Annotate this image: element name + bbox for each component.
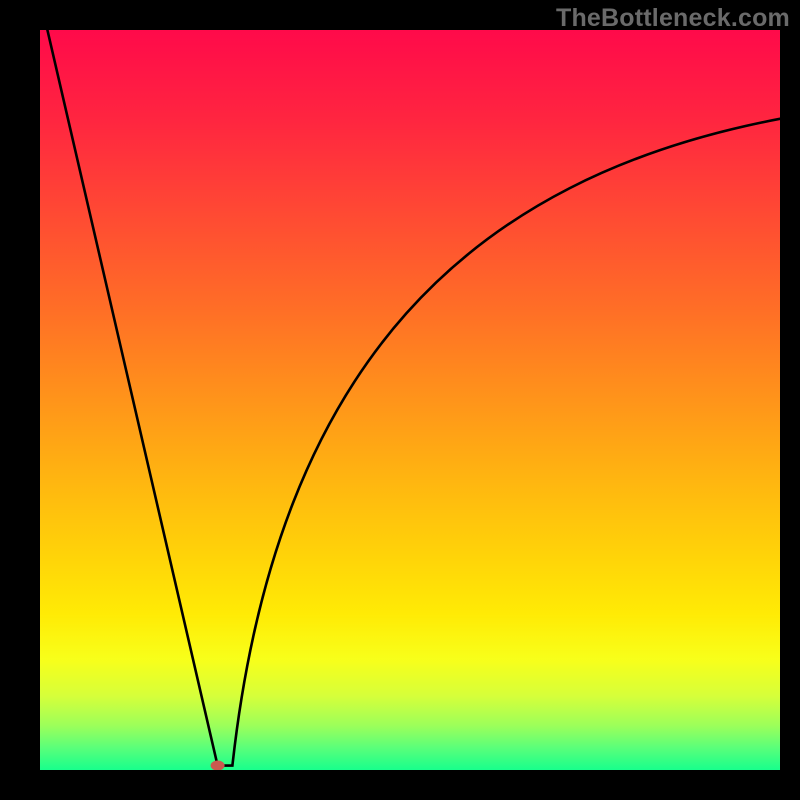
gradient-background: [40, 30, 780, 770]
chart-container: TheBottleneck.com: [0, 0, 800, 800]
watermark-label: TheBottleneck.com: [556, 4, 790, 33]
bottleneck-chart: [40, 30, 780, 770]
